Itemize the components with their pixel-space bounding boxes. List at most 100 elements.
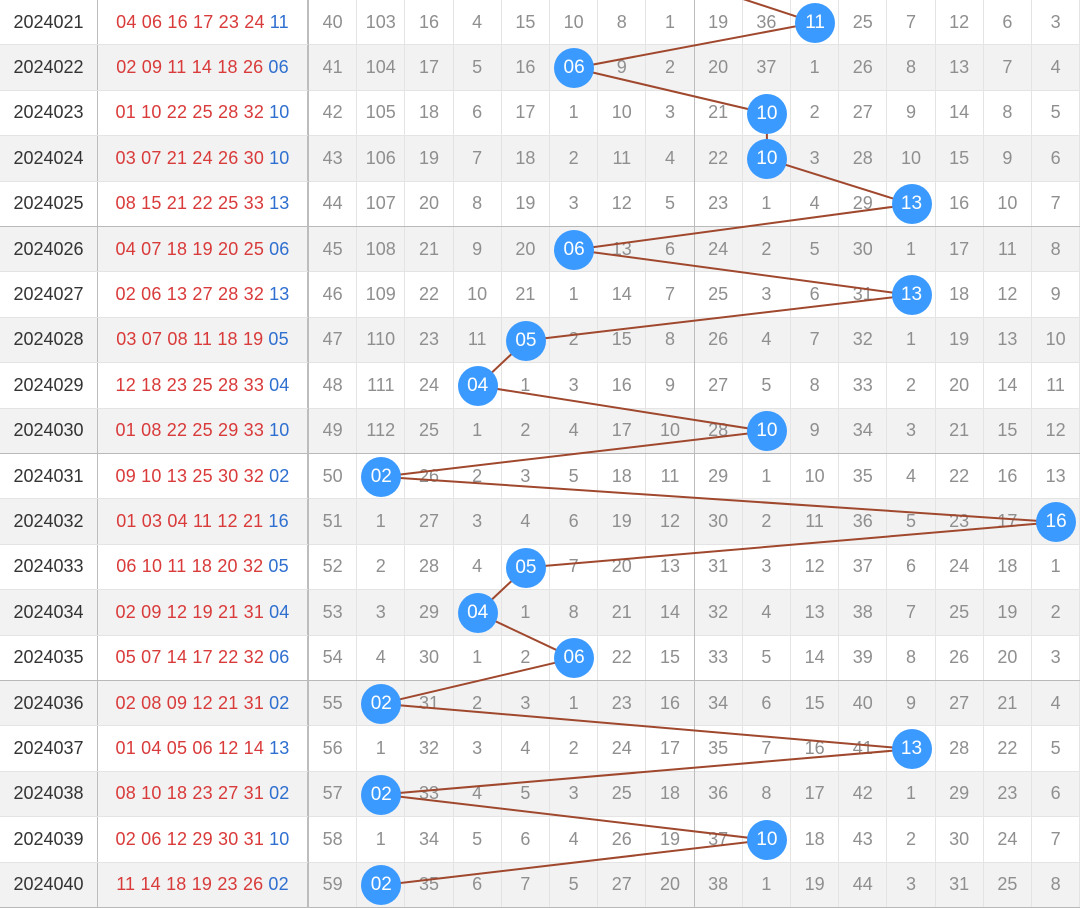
draw-numbers: 09 10 13 25 30 32 02 [98,454,308,499]
hit-cell [887,726,936,771]
issue-number: 2024033 [0,544,98,590]
blue-number: 13 [269,738,290,759]
miss-count: 16 [936,181,984,226]
miss-count: 14 [791,635,840,680]
miss-count: 19 [405,136,454,181]
red-numbers: 04 07 18 19 20 25 [115,238,265,259]
miss-count: 108 [357,227,406,272]
hit-cell [550,635,599,680]
miss-count: 9 [984,136,1032,181]
blue-ball-marker: 10 [746,411,787,452]
miss-count: 13 [791,590,840,635]
draw-numbers: 06 10 11 18 20 32 05 [98,544,308,590]
miss-count: 107 [357,181,406,226]
miss-count: 8 [887,45,936,90]
miss-count: 20 [984,635,1032,680]
miss-count: 29 [936,771,984,817]
miss-count: 40 [309,0,358,45]
miss-count: 15 [936,136,984,181]
miss-count: 44 [309,181,358,226]
miss-count: 34 [839,408,888,453]
miss-count: 19 [936,317,984,363]
red-numbers: 03 07 08 11 18 19 [116,329,264,350]
miss-count: 20 [502,227,550,272]
miss-count: 3 [887,862,936,907]
miss-count: 59 [309,862,358,907]
miss-count: 8 [887,635,936,680]
miss-count: 38 [839,590,888,635]
miss-count: 5 [743,635,791,680]
red-numbers: 02 08 09 12 21 31 [115,692,265,713]
blue-ball-marker: 06 [554,229,595,270]
draw-numbers: 02 06 13 27 28 32 13 [98,272,308,317]
blue-number: 02 [269,692,290,713]
miss-count: 22 [695,136,743,181]
miss-count: 27 [936,681,984,726]
red-numbers: 01 04 05 06 12 14 [115,738,265,759]
red-numbers: 08 15 21 22 25 33 [115,193,265,214]
draw-numbers: 04 07 18 19 20 25 06 [98,227,308,272]
blue-number: 05 [268,329,289,350]
miss-count: 20 [936,363,984,408]
miss-count: 23 [405,317,454,363]
red-numbers: 01 03 04 11 12 21 [116,511,264,532]
issue-number: 2024036 [0,681,98,726]
miss-count: 55 [309,681,358,726]
miss-count: 15 [984,408,1032,453]
miss-count: 15 [502,0,550,45]
miss-count: 109 [357,272,406,317]
blue-ball-marker: 13 [891,275,932,316]
miss-count: 12 [984,272,1032,317]
miss-count: 18 [791,817,840,862]
hit-cell [887,272,936,317]
miss-count: 46 [309,272,358,317]
blue-number: 11 [269,11,289,32]
miss-count: 7 [887,0,936,45]
issue-number: 2024023 [0,90,98,136]
miss-count: 19 [984,590,1032,635]
draw-numbers: 01 10 22 25 28 32 10 [98,90,308,136]
miss-count: 26 [839,45,888,90]
miss-count: 43 [839,817,888,862]
draw-numbers: 11 14 18 19 23 26 02 [98,862,308,907]
miss-count: 7 [454,136,502,181]
blue-number: 10 [269,147,290,168]
miss-count: 10 [454,272,502,317]
miss-count: 16 [405,0,454,45]
blue-ball-marker: 02 [361,865,402,906]
miss-count: 28 [936,726,984,771]
blue-ball-marker: 06 [554,48,595,89]
blue-number: 06 [269,647,290,668]
blue-number: 13 [269,193,290,214]
miss-count: 5 [743,363,791,408]
miss-count: 2 [357,544,406,590]
miss-count: 30 [936,817,984,862]
miss-count: 106 [357,136,406,181]
issue-number: 2024021 [0,0,98,45]
draw-numbers: 05 07 14 17 22 32 06 [98,635,308,680]
issue-number: 2024029 [0,363,98,408]
issue-number: 2024038 [0,771,98,817]
red-numbers: 12 18 23 25 28 33 [115,374,265,395]
miss-count: 53 [309,590,358,635]
hit-cell [791,0,840,45]
red-numbers: 03 07 21 24 26 30 [115,147,265,168]
red-numbers: 06 10 11 18 20 32 [116,556,264,577]
miss-count: 6 [454,90,502,136]
hit-cell [887,181,936,226]
miss-count: 52 [309,544,358,590]
blue-ball-marker: 16 [1036,502,1077,543]
miss-count: 33 [839,363,888,408]
miss-count: 32 [695,590,743,635]
miss-count: 41 [309,45,358,90]
draw-numbers: 08 15 21 22 25 33 13 [98,181,308,226]
blue-number: 13 [269,284,290,305]
miss-count: 22 [984,726,1032,771]
miss-count: 33 [695,635,743,680]
blue-number: 06 [269,238,290,259]
miss-count: 31 [936,862,984,907]
miss-count: 25 [984,862,1032,907]
blue-number: 10 [269,420,290,441]
issue-number: 2024035 [0,635,98,680]
